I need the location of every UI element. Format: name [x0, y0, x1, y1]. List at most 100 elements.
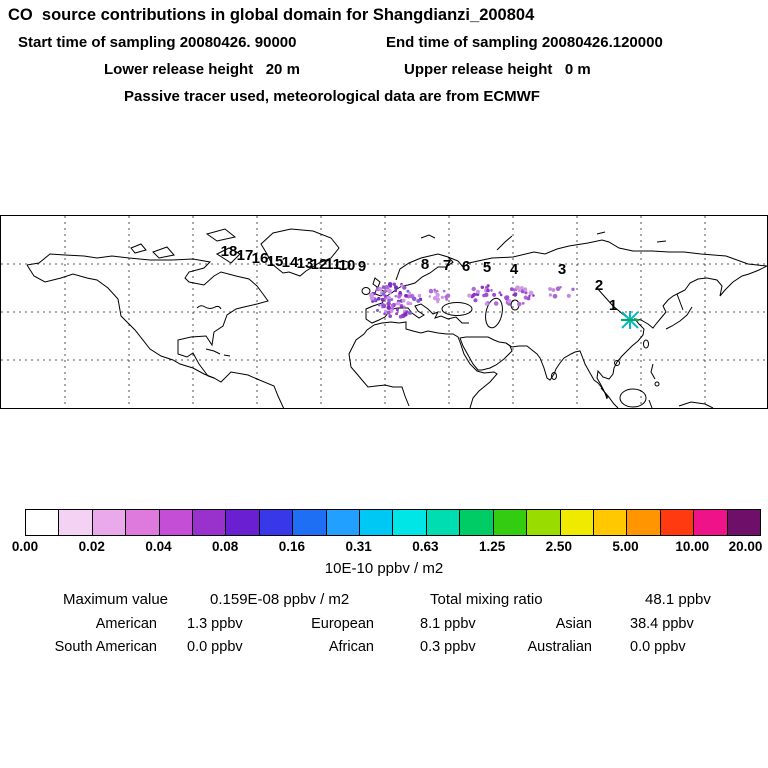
colorbar-tick-label: 0.04 [145, 539, 172, 554]
contribution-plume [369, 282, 575, 319]
plume-dot [476, 289, 480, 294]
colorbar-segment [426, 510, 461, 535]
plume-dot [490, 289, 493, 292]
trajectory-point-label: 9 [358, 258, 366, 275]
plume-dot [528, 290, 534, 296]
region-value: 0.0 ppbv [630, 639, 686, 655]
upper-release-height-label: Upper release height 0 m [404, 61, 591, 78]
colorbar-segment [92, 510, 127, 535]
plume-dot [387, 288, 392, 294]
region-value: 38.4 ppbv [630, 616, 694, 632]
colorbar-tick-label: 5.00 [612, 539, 639, 554]
plume-dot [393, 285, 399, 290]
plume-dot [386, 305, 391, 310]
plume-dot [386, 301, 391, 307]
plume-dot [384, 309, 388, 313]
colorbar-segment [593, 510, 628, 535]
plume-dot [518, 288, 522, 293]
plume-dot [378, 287, 383, 292]
region-name: African [328, 639, 374, 655]
plume-dot [509, 287, 514, 292]
plume-dot [433, 288, 437, 292]
region-value: 8.1 ppbv [420, 616, 476, 632]
plume-dot [440, 295, 445, 300]
colorbar-segment [159, 510, 194, 535]
colorbar-segment [293, 510, 327, 535]
colorbar-tick-label: 2.50 [545, 539, 572, 554]
plume-dot [515, 285, 520, 291]
plume-dot [406, 289, 410, 293]
total-mixing-ratio-label: Total mixing ratio [430, 591, 543, 608]
colorbar-segment [727, 510, 760, 535]
plume-dot [445, 293, 451, 298]
colorbar-segment [126, 510, 160, 535]
trajectory-point-label: 6 [462, 258, 470, 275]
maximum-value-label: Maximum value [63, 591, 169, 608]
colorbar-tick-label: 20.00 [728, 539, 763, 554]
trajectory-point-label: 13 [297, 255, 314, 272]
trajectory-point-label: 3 [558, 261, 566, 278]
plume-dot [377, 303, 381, 307]
page-title: CO source contributions in global domain… [8, 6, 535, 24]
colorbar-segment [326, 510, 361, 535]
colorbar-segment [460, 510, 494, 535]
plume-dot [548, 287, 552, 291]
plume-dot [520, 286, 524, 290]
colorbar-segment [226, 510, 260, 535]
plume-dot [417, 293, 422, 298]
plume-dot [492, 292, 497, 297]
plume-dot [377, 296, 381, 301]
colorbar-segment [660, 510, 695, 535]
plume-dot [409, 311, 413, 315]
colorbar-tick-label: 0.02 [78, 539, 105, 554]
plume-dot [480, 285, 485, 290]
colorbar-segment [360, 510, 394, 535]
regional-contributions: American 1.3 ppbv European 8.1 ppbv Asian 38.… [0, 616, 768, 664]
plume-dot [390, 303, 394, 308]
colorbar-tick-label: 0.16 [278, 539, 306, 554]
plume-dot [484, 302, 489, 306]
trajectory-point-label: 12 [311, 256, 328, 273]
plume-dot [387, 282, 393, 287]
plume-dot [400, 284, 404, 287]
plume-dot [411, 296, 417, 302]
map-gridlines [1, 216, 767, 408]
plume-dot [517, 301, 522, 307]
plume-dot [566, 293, 571, 298]
trajectory-point-label: 5 [483, 259, 491, 276]
plume-dot [432, 296, 438, 301]
trajectory-point-label: 10 [339, 257, 356, 274]
trajectory-point-label: 18 [221, 243, 238, 260]
coastlines [26, 228, 767, 408]
plume-dot [386, 310, 391, 315]
trajectory-point-label: 2 [595, 277, 603, 294]
plume-dot [395, 308, 399, 312]
plume-dot [402, 305, 406, 309]
plume-dot [473, 298, 478, 303]
trajectory-point-label: 8 [421, 256, 429, 273]
plume-dot [548, 293, 553, 297]
colorbar-segment [493, 510, 528, 535]
plume-dot [482, 293, 486, 298]
plume-dot [499, 293, 503, 297]
stats-row-max: Maximum value 0.159E-08 ppbv / m2 Total … [0, 591, 768, 611]
plume-dot [388, 314, 392, 318]
region-value: 0.3 ppbv [420, 639, 476, 655]
plume-dot [381, 292, 386, 296]
trajectory-point-label: 15 [267, 253, 284, 270]
plume-dot [375, 308, 380, 312]
region-name: Australian [527, 639, 592, 655]
plume-dot [401, 298, 406, 303]
plume-dot [493, 301, 499, 306]
plume-dot [390, 298, 394, 301]
plume-dot [504, 295, 509, 301]
plume-dot [524, 291, 528, 295]
plume-dot [507, 299, 512, 304]
plume-dot [403, 312, 408, 317]
colorbar-segment [26, 510, 60, 535]
colorbar-segment [560, 510, 594, 535]
region-value: 0.0 ppbv [187, 639, 243, 655]
colorbar-tick-label: 10.00 [675, 539, 710, 554]
